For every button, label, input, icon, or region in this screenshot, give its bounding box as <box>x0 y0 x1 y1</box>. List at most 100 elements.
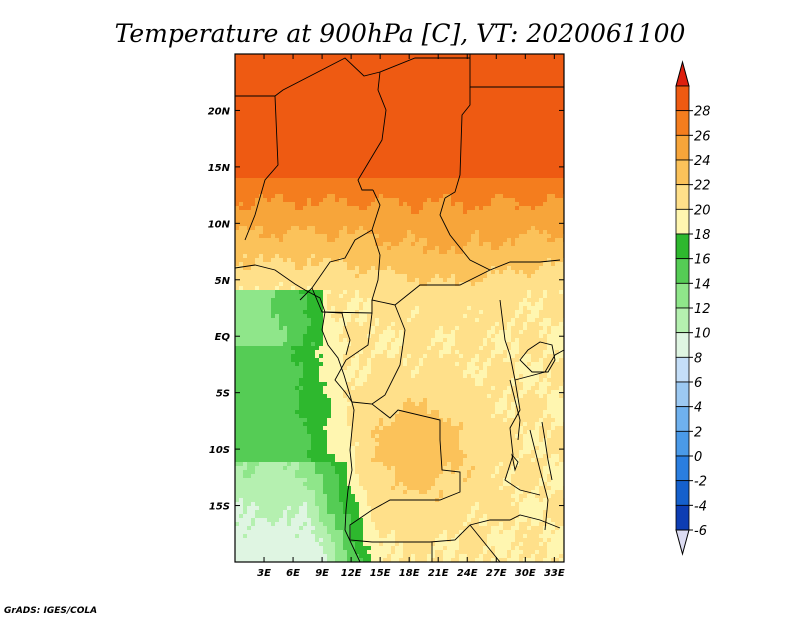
field-cell <box>291 122 296 127</box>
field-cell <box>463 230 468 235</box>
field-cell <box>235 190 240 195</box>
field-cell <box>511 102 516 107</box>
field-cell <box>271 82 276 87</box>
field-cell <box>383 150 388 155</box>
field-cell <box>391 58 396 63</box>
field-cell <box>543 134 548 139</box>
field-cell <box>527 90 532 95</box>
field-cell <box>455 198 460 203</box>
field-cell <box>403 222 408 227</box>
field-cell <box>359 206 364 211</box>
field-cell <box>287 262 292 267</box>
field-cell <box>395 182 400 187</box>
field-cell <box>451 54 456 59</box>
field-cell <box>283 90 288 95</box>
field-cell <box>287 134 292 139</box>
field-cell <box>447 126 452 131</box>
field-cell <box>531 94 536 99</box>
field-cell <box>531 66 536 71</box>
field-cell <box>483 102 488 107</box>
field-cell <box>307 154 312 159</box>
field-cell <box>531 178 536 183</box>
field-cell <box>519 162 524 167</box>
field-cell <box>255 146 260 151</box>
field-cell <box>259 286 264 291</box>
field-cell <box>251 294 256 299</box>
field-cell <box>435 82 440 87</box>
field-cell <box>327 190 332 195</box>
field-cell <box>259 166 264 171</box>
field-cell <box>475 58 480 63</box>
field-cell <box>399 218 404 223</box>
field-cell <box>491 130 496 135</box>
field-cell <box>435 210 440 215</box>
field-cell <box>419 194 424 199</box>
field-cell <box>467 130 472 135</box>
field-cell <box>327 222 332 227</box>
field-cell <box>515 274 520 279</box>
field-cell <box>247 66 252 71</box>
field-cell <box>355 258 360 263</box>
field-cell <box>235 182 240 187</box>
field-cell <box>511 78 516 83</box>
field-cell <box>535 274 540 279</box>
field-cell <box>479 266 484 271</box>
field-cell <box>279 114 284 119</box>
field-cell <box>251 154 256 159</box>
field-cell <box>291 206 296 211</box>
field-cell <box>391 286 396 291</box>
field-cell <box>487 86 492 91</box>
field-cell <box>315 194 320 199</box>
field-cell <box>503 210 508 215</box>
field-cell <box>451 138 456 143</box>
field-cell <box>547 82 552 87</box>
field-cell <box>347 146 352 151</box>
field-cell <box>519 182 524 187</box>
field-cell <box>423 278 428 283</box>
field-cell <box>407 238 412 243</box>
field-cell <box>503 166 508 171</box>
field-cell <box>347 154 352 159</box>
field-cell <box>247 218 252 223</box>
field-cell <box>355 178 360 183</box>
field-cell <box>507 98 512 103</box>
field-cell <box>295 158 300 163</box>
field-cell <box>471 230 476 235</box>
field-cell <box>543 142 548 147</box>
field-cell <box>479 94 484 99</box>
field-cell <box>423 234 428 239</box>
field-cell <box>239 198 244 203</box>
field-cell <box>491 110 496 115</box>
field-cell <box>463 66 468 71</box>
field-cell <box>555 210 560 215</box>
field-cell <box>299 238 304 243</box>
field-cell <box>431 246 436 251</box>
field-cell <box>559 126 564 131</box>
field-cell <box>339 270 344 275</box>
field-cell <box>519 222 524 227</box>
field-cell <box>319 78 324 83</box>
field-cell <box>547 190 552 195</box>
field-cell <box>419 170 424 175</box>
field-cell <box>351 130 356 135</box>
field-cell <box>463 214 468 219</box>
field-cell <box>495 82 500 87</box>
field-cell <box>551 54 556 59</box>
field-cell <box>483 106 488 111</box>
field-cell <box>515 206 520 211</box>
field-cell <box>551 246 556 251</box>
field-cell <box>367 162 372 167</box>
field-cell <box>251 262 256 267</box>
field-cell <box>475 270 480 275</box>
field-cell <box>299 66 304 71</box>
field-cell <box>299 130 304 135</box>
field-cell <box>279 234 284 239</box>
field-cell <box>291 218 296 223</box>
field-cell <box>483 202 488 207</box>
field-cell <box>527 62 532 67</box>
field-cell <box>479 122 484 127</box>
field-cell <box>391 234 396 239</box>
field-cell <box>259 86 264 91</box>
field-cell <box>275 242 280 247</box>
field-cell <box>387 134 392 139</box>
